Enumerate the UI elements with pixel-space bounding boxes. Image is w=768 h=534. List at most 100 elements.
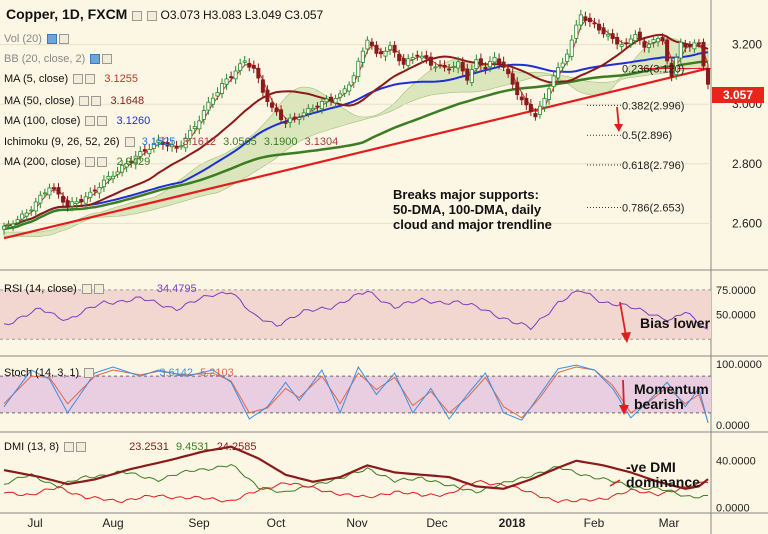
candle-body: [519, 96, 524, 101]
candle-body: [401, 58, 406, 65]
hide-icon[interactable]: [102, 54, 113, 65]
candle-body: [197, 120, 202, 130]
candle-body: [338, 93, 343, 98]
settings-icon[interactable]: [46, 34, 57, 45]
stoch-axis-label: 0.0000: [716, 420, 750, 432]
candle-body: [374, 44, 379, 54]
dmi-minus-line: [3, 479, 709, 504]
candle-body: [47, 187, 52, 196]
candle-body: [279, 109, 284, 121]
settings-icon[interactable]: [84, 368, 95, 379]
hide-icon[interactable]: [91, 96, 102, 107]
candle-body: [665, 39, 670, 62]
hide-icon[interactable]: [58, 34, 69, 45]
candle-body: [683, 43, 688, 48]
candle-body: [20, 213, 25, 220]
candle-body: [138, 151, 143, 157]
momentum-arrowhead: [619, 405, 629, 415]
legend-stoch-label: Stoch (14, 3, 1): [4, 367, 80, 379]
hide-icon[interactable]: [97, 157, 108, 168]
stoch-val-d: 5.2103: [200, 367, 234, 379]
candle-body: [79, 199, 84, 203]
candle-body: [215, 92, 220, 97]
candle-body: [642, 41, 647, 48]
settings-icon[interactable]: [85, 157, 96, 168]
candle-body: [333, 98, 338, 104]
candle-body: [646, 43, 651, 48]
x-axis-label: Aug: [102, 516, 123, 530]
candle-body: [706, 68, 711, 85]
hide-icon[interactable]: [85, 74, 96, 85]
hide-icon[interactable]: [97, 116, 108, 127]
settings-icon[interactable]: [124, 137, 135, 148]
candle-body: [456, 61, 461, 69]
candle-body: [233, 70, 238, 80]
candle-body: [524, 98, 529, 106]
ma200-line: [3, 60, 709, 231]
candle-body: [310, 108, 315, 111]
settings-icon[interactable]: [81, 284, 92, 295]
ma100-line: [3, 51, 709, 228]
candle-body: [415, 54, 420, 57]
settings-icon[interactable]: [85, 116, 96, 127]
candle-body: [324, 98, 329, 103]
candle-body: [497, 58, 502, 65]
candle-body: [251, 65, 256, 69]
settings-icon[interactable]: [132, 11, 143, 22]
candle-body: [669, 62, 674, 78]
candle-body: [61, 196, 66, 203]
legend-ma100-value: 3.1260: [116, 115, 151, 127]
candle-body: [515, 82, 520, 96]
candle-body: [306, 107, 311, 114]
candle-body: [151, 142, 156, 149]
fib-label: 0.382(2.996): [622, 100, 684, 112]
candle-body: [220, 83, 225, 94]
legend-ma100-label: MA (100, close): [4, 115, 81, 127]
legend-ma5-label: MA (5, close): [4, 73, 69, 85]
x-axis-label: Feb: [584, 516, 605, 530]
candle-body: [206, 101, 211, 111]
legend-rsi: RSI (14, close) 34.4795: [4, 283, 197, 295]
settings-icon[interactable]: [73, 74, 84, 85]
candle-body: [392, 45, 397, 53]
candle-body: [687, 44, 692, 48]
candle-body: [674, 56, 679, 76]
candle-body: [92, 189, 97, 192]
ohlc-open: O3.073: [160, 8, 200, 22]
candle-body: [419, 55, 424, 59]
legend-bb: BB (20, close, 2): [4, 53, 113, 65]
candle-body: [656, 38, 661, 43]
hide-icon[interactable]: [93, 284, 104, 295]
dmi-val-adx: 23.2531: [129, 441, 169, 453]
candle-body: [424, 55, 429, 59]
legend-rsi-value: 34.4795: [156, 283, 197, 295]
legend-ichimoku: Ichimoku (9, 26, 52, 26) 3.1525 3.1612 3…: [4, 136, 338, 148]
hide-icon[interactable]: [76, 442, 87, 453]
settings-icon[interactable]: [64, 442, 75, 453]
ichi-val-2: 3.1612: [182, 136, 217, 148]
candle-body: [174, 145, 179, 149]
ohlc-high: H3.083: [202, 8, 242, 22]
dmi-axis-label: 40.0000: [716, 456, 756, 468]
ohlc-low: L3.049: [244, 8, 282, 22]
bias-arrowhead: [621, 332, 631, 343]
candle-body: [224, 78, 229, 85]
candle-body: [356, 60, 361, 78]
candle-body: [610, 33, 615, 40]
rsi-band: [0, 289, 711, 340]
candle-body: [578, 14, 583, 26]
candle-body: [447, 68, 452, 71]
legend-ichimoku-label: Ichimoku (9, 26, 52, 26): [4, 136, 120, 148]
candle-body: [369, 41, 374, 46]
candle-body: [556, 67, 561, 79]
candle-body: [229, 76, 234, 79]
hide-icon[interactable]: [147, 11, 158, 22]
candle-body: [156, 139, 161, 143]
settings-icon[interactable]: [90, 54, 101, 65]
candle-body: [38, 194, 43, 204]
legend-vol: Vol (20): [4, 33, 69, 45]
settings-icon[interactable]: [79, 96, 90, 107]
candle-body: [438, 64, 443, 67]
